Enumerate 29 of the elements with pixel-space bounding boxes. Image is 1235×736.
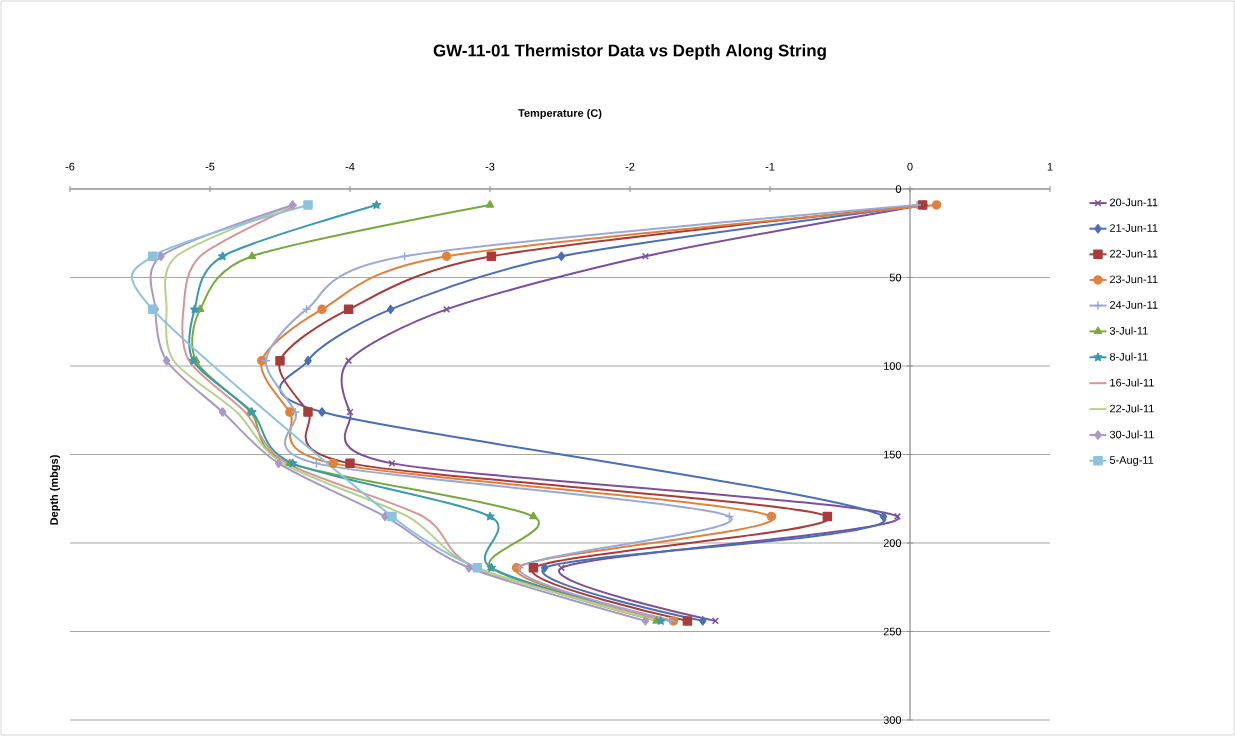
legend-label: 21-Jun-11 xyxy=(1110,224,1158,232)
y-tick-label: 250 xyxy=(883,627,902,636)
legend-label: 22-Jul-11 xyxy=(1110,404,1154,413)
y-tick-label: 50 xyxy=(889,273,902,282)
x-axis-title: Temperature (C) xyxy=(518,108,602,120)
legend-label: 5-Aug-11 xyxy=(1109,456,1154,467)
y-tick-label: 100 xyxy=(884,362,902,370)
y-tick-label: 0 xyxy=(895,185,902,193)
legend-label: 8-Jul-11 xyxy=(1109,352,1148,361)
legend-label: 3-Jul-11 xyxy=(1109,326,1148,335)
x-tick-label: -2 xyxy=(625,162,635,171)
x-tick-label: -6 xyxy=(65,162,75,171)
legend-label: 16-Jul-11 xyxy=(1110,378,1154,387)
legend-label: 23-Jun-11 xyxy=(1110,275,1158,284)
y-tick-label: 200 xyxy=(883,539,902,547)
legend-label: 22-Jun-11 xyxy=(1110,249,1158,258)
legend-label: 20-Jun-11 xyxy=(1110,198,1158,207)
y-tick-label: 150 xyxy=(884,450,902,459)
x-tick-label: -4 xyxy=(345,162,355,171)
x-tick-label: -1 xyxy=(765,162,775,171)
x-tick-label: -5 xyxy=(205,162,215,171)
y-axis-title: Depth (mbgs) xyxy=(49,455,61,525)
legend-label: 24-Jun-11 xyxy=(1110,301,1158,309)
x-tick-label: 0 xyxy=(907,162,913,171)
x-tick-label: -3 xyxy=(485,162,495,171)
y-tick-label: 300 xyxy=(883,716,902,724)
legend-label: 30-Jul-11 xyxy=(1109,430,1154,439)
chart-title: GW-11-01 Thermistor Data vs Depth Along String xyxy=(433,44,826,60)
x-tick-label: 1 xyxy=(1047,162,1053,171)
